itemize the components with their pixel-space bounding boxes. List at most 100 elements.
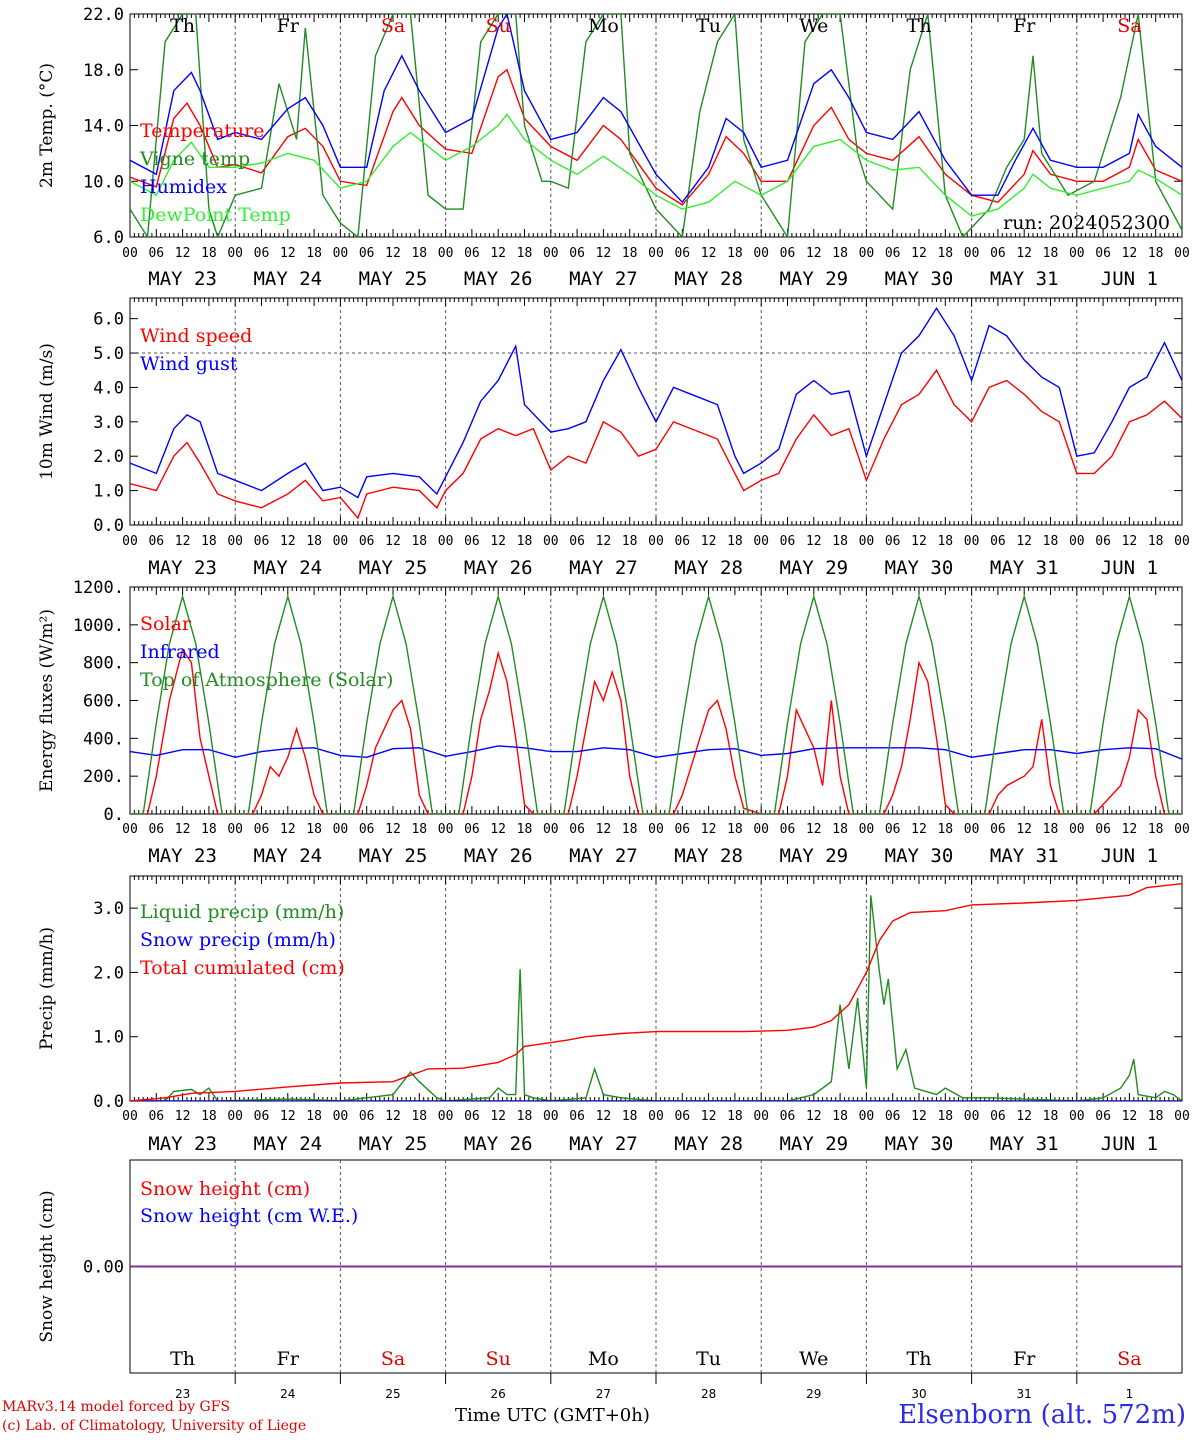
hour-tick-label: 06 <box>464 1109 480 1124</box>
hour-tick-label: 06 <box>569 246 585 261</box>
hour-tick-label: 18 <box>201 534 217 549</box>
hour-tick-label: 12 <box>596 1109 612 1124</box>
legend-entry: Liquid precip (mm/h) <box>140 901 344 923</box>
hour-tick-label: 06 <box>254 1109 270 1124</box>
hour-tick-label: 06 <box>148 246 164 261</box>
date-label: MAY 30 <box>885 845 954 867</box>
hour-tick-label: 18 <box>937 534 953 549</box>
hour-tick-label: 12 <box>596 822 612 837</box>
y-axis-label: Precip (mm/h) <box>37 927 57 1050</box>
date-label: JUN 1 <box>1101 557 1158 579</box>
station-name: Elsenborn (alt. 572m) <box>898 1400 1186 1430</box>
series-line-2 <box>130 14 1182 237</box>
hour-tick-label: 06 <box>674 822 690 837</box>
hour-tick-label: 00 <box>543 822 559 837</box>
hour-tick-label: 12 <box>1016 534 1032 549</box>
y-tick-label: 0.0 <box>93 516 124 536</box>
hour-tick-label: 00 <box>227 822 243 837</box>
hour-tick-label: 12 <box>490 1109 506 1124</box>
series-line-3 <box>130 883 1182 1101</box>
date-label: JUN 1 <box>1101 268 1158 290</box>
hour-tick-label: 18 <box>1043 246 1059 261</box>
date-label: MAY 28 <box>674 1133 743 1155</box>
weekday-label: Fr <box>1013 15 1036 37</box>
hour-tick-label: 18 <box>517 1109 533 1124</box>
day-number-label: 29 <box>806 1387 821 1401</box>
hour-tick-label: 06 <box>674 534 690 549</box>
hour-tick-label: 00 <box>1174 822 1190 837</box>
weekday-label: We <box>799 15 828 37</box>
legend-entry: Humidex <box>140 176 227 198</box>
hour-tick-label: 18 <box>727 246 743 261</box>
hour-tick-label: 12 <box>701 822 717 837</box>
hour-tick-label: 00 <box>227 1109 243 1124</box>
hour-tick-label: 18 <box>411 246 427 261</box>
date-label: MAY 23 <box>148 1133 217 1155</box>
hour-tick-label: 18 <box>1148 246 1164 261</box>
y-tick-label: 5.0 <box>93 344 124 364</box>
day-number-label: 26 <box>491 1387 506 1401</box>
y-tick-label: 3.0 <box>93 899 124 919</box>
run-label: run: 2024052300 <box>1003 212 1170 234</box>
hour-tick-label: 12 <box>596 246 612 261</box>
hour-tick-label: 00 <box>964 822 980 837</box>
date-label: MAY 28 <box>674 268 743 290</box>
hour-tick-label: 18 <box>727 822 743 837</box>
y-tick-label: 3.0 <box>93 413 124 433</box>
hour-tick-label: 00 <box>964 1109 980 1124</box>
hour-tick-label: 00 <box>122 1109 138 1124</box>
hour-tick-label: 12 <box>701 534 717 549</box>
hour-tick-label: 12 <box>280 534 296 549</box>
hour-tick-label: 00 <box>753 1109 769 1124</box>
hour-tick-label: 18 <box>411 1109 427 1124</box>
y-axis-label: 10m Wind (m/s) <box>37 343 57 480</box>
y-tick-label: 0.0 <box>93 1092 124 1112</box>
hour-tick-label: 00 <box>227 246 243 261</box>
hour-tick-label: 06 <box>780 246 796 261</box>
y-tick-label: 0.00 <box>83 1258 124 1278</box>
panel-3: 0. 200. 400. 600. 800. 1000. 1200. Energy fluxe… <box>37 578 1190 867</box>
panel-2: 0.0 1.0 2.0 3.0 4.0 5.0 6.0 10m Wind (m/s) Wind … <box>37 297 1190 579</box>
hour-tick-label: 00 <box>333 1109 349 1124</box>
hour-tick-label: 06 <box>1095 246 1111 261</box>
hour-tick-label: 12 <box>1122 534 1138 549</box>
hour-tick-label: 00 <box>333 822 349 837</box>
date-label: MAY 23 <box>148 268 217 290</box>
hour-tick-label: 00 <box>438 822 454 837</box>
legend-entry: Top of Atmosphere (Solar) <box>140 669 393 691</box>
hour-tick-label: 18 <box>937 822 953 837</box>
hour-tick-label: 06 <box>1095 534 1111 549</box>
hour-tick-label: 12 <box>490 534 506 549</box>
hour-tick-label: 12 <box>175 1109 191 1124</box>
hour-tick-label: 00 <box>648 1109 664 1124</box>
panel-5: 0.00 Snow height (cm) Snow height (cm) Snow… <box>37 1159 1183 1401</box>
hour-tick-label: 12 <box>280 246 296 261</box>
y-tick-label: 2.0 <box>93 963 124 983</box>
date-label: MAY 25 <box>359 845 428 867</box>
hour-tick-label: 18 <box>832 822 848 837</box>
hour-tick-label: 18 <box>306 534 322 549</box>
hour-tick-label: 06 <box>780 1109 796 1124</box>
date-label: MAY 29 <box>779 557 848 579</box>
y-tick-label: 1.0 <box>93 1028 124 1048</box>
hour-tick-label: 00 <box>333 246 349 261</box>
hour-tick-label: 00 <box>333 534 349 549</box>
hour-tick-label: 00 <box>859 1109 875 1124</box>
weekday-label: Mo <box>588 15 619 37</box>
y-tick-label: 6.0 <box>93 310 124 330</box>
y-tick-label: 22.0 <box>83 5 124 25</box>
legend-entry: Wind gust <box>140 353 238 375</box>
hour-tick-label: 00 <box>1174 246 1190 261</box>
hour-tick-label: 00 <box>543 1109 559 1124</box>
hour-tick-label: 18 <box>832 1109 848 1124</box>
date-label: MAY 31 <box>990 845 1059 867</box>
hour-tick-label: 18 <box>1043 1109 1059 1124</box>
hour-tick-label: 12 <box>280 1109 296 1124</box>
weekday-label: Fr <box>277 1348 300 1370</box>
hour-tick-label: 12 <box>806 1109 822 1124</box>
hour-tick-label: 00 <box>122 534 138 549</box>
hour-tick-label: 12 <box>911 1109 927 1124</box>
hour-tick-label: 06 <box>148 534 164 549</box>
date-label: MAY 29 <box>779 1133 848 1155</box>
legend-entry: Snow height (cm W.E.) <box>140 1205 358 1227</box>
